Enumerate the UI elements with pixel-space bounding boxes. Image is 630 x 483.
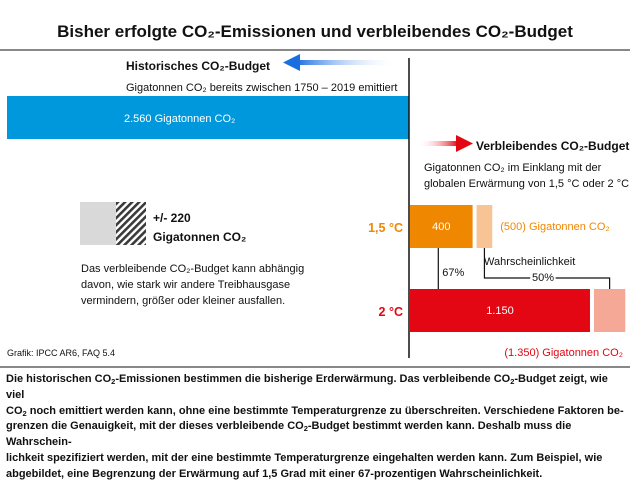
scenario-label-1-5: 1,5 °C xyxy=(368,221,403,235)
source-credit: Grafik: IPCC AR6, FAQ 5.4 xyxy=(7,348,115,358)
probability-heading: Wahrscheinlichkeit xyxy=(484,256,575,268)
bar-1-5-67 xyxy=(410,205,473,248)
caption-line: grenzen die Genauigkeit, mit der dieses … xyxy=(6,420,572,449)
scenario-label-2: 2 °C xyxy=(379,305,403,319)
caption: Die historischen CO2-Emissionen bestimme… xyxy=(6,372,624,483)
co2-budget-chart: Bisher erfolgte CO₂-Emissionen und verbl… xyxy=(0,22,630,368)
historical-heading: Historisches CO₂-Budget xyxy=(126,59,270,73)
remaining-subheading-line2: globalen Erwärmung von 1,5 °C oder 2 °C xyxy=(424,178,629,190)
historical-bar xyxy=(7,96,409,139)
value-label-1-5-50: (500) Gigatonnen CO₂ xyxy=(500,221,609,233)
bar-2-67 xyxy=(410,289,590,332)
uncertainty-note-line3: vermindern, größer oder kleiner ausfalle… xyxy=(81,295,285,307)
value-label-2-67: 1.150 xyxy=(486,305,514,317)
historical-value-label: 2.560 Gigatonnen CO₂ xyxy=(124,113,235,125)
remaining-subheading-line1: Gigatonnen CO₂ im Einklang mit der xyxy=(424,162,602,174)
chart-title: Bisher erfolgte CO₂-Emissionen und verbl… xyxy=(57,22,573,41)
value-label-1-5-67: 400 xyxy=(432,221,450,233)
probability-50-label: 50% xyxy=(532,272,554,284)
uncertainty-note-line2: davon, wie stark wir andere Treibhausgas… xyxy=(81,279,290,291)
uncertainty-label-line2: Gigatonnen CO₂ xyxy=(153,230,246,244)
caption-line: Die historischen CO2-Emissionen bestimme… xyxy=(6,373,608,401)
uncertainty-label-line1: +/- 220 xyxy=(153,211,191,225)
caption-line: abgebildet, eine Begrenzung der Erwärmun… xyxy=(6,467,543,480)
uncertainty-hatch-box xyxy=(116,202,146,245)
remaining-heading: Verbleibendes CO₂-Budget xyxy=(476,139,629,153)
connector-50 xyxy=(483,248,611,289)
historical-arrow xyxy=(283,54,398,71)
caption-line: lichkeit spezifiziert werden, mit der ei… xyxy=(6,451,603,464)
uncertainty-note-line1: Das verbleibende CO₂-Budget kann abhängi… xyxy=(81,263,304,275)
probability-67-label: 67% xyxy=(442,267,464,279)
bar-1-5-50-extra xyxy=(476,205,493,248)
bar-2-50-extra xyxy=(593,289,626,332)
historical-subheading: Gigatonnen CO₂ bereits zwischen 1750 – 2… xyxy=(126,82,397,94)
remaining-arrow xyxy=(418,135,473,152)
value-label-2-50: (1.350) Gigatonnen CO₂ xyxy=(504,347,623,359)
caption-line: CO2 noch emittiert werden kann, ohne ein… xyxy=(6,404,624,418)
uncertainty-grey-box xyxy=(80,202,116,245)
